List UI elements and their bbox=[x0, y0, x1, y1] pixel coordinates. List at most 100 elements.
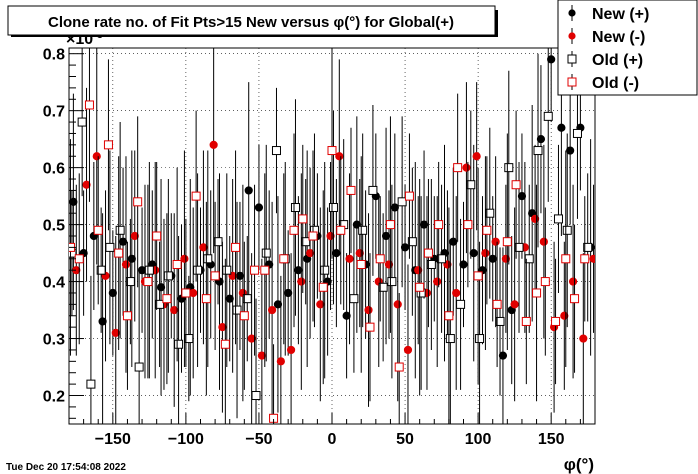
x-tick-label: 150 bbox=[538, 431, 565, 448]
legend-label: Old (-) bbox=[592, 75, 639, 92]
data-point bbox=[247, 334, 256, 343]
data-point bbox=[452, 288, 461, 298]
data-point bbox=[181, 288, 191, 298]
legend: New (+) New (-) Old (+) Old (-) bbox=[557, 0, 698, 96]
data-point bbox=[294, 266, 303, 275]
data-point bbox=[349, 294, 359, 304]
data-point bbox=[456, 299, 466, 309]
y-tick-label: 0.4 bbox=[43, 275, 65, 292]
data-point bbox=[485, 208, 495, 218]
data-point bbox=[433, 277, 442, 286]
data-point bbox=[279, 254, 289, 264]
data-point bbox=[482, 225, 492, 235]
data-point bbox=[242, 294, 252, 304]
legend-marker bbox=[567, 54, 577, 64]
data-point bbox=[539, 237, 548, 246]
y-tick-label: 0.3 bbox=[43, 332, 65, 349]
data-point bbox=[122, 311, 132, 321]
data-point bbox=[449, 237, 458, 246]
legend-marker bbox=[567, 77, 577, 87]
data-point bbox=[583, 242, 593, 252]
data-point bbox=[510, 300, 519, 309]
data-point bbox=[267, 305, 277, 315]
data-point bbox=[86, 379, 96, 389]
data-point bbox=[481, 248, 490, 258]
data-point bbox=[543, 111, 553, 121]
data-point bbox=[580, 254, 590, 264]
data-point bbox=[566, 146, 575, 155]
data-point bbox=[365, 322, 375, 332]
data-point bbox=[393, 300, 402, 309]
data-point bbox=[498, 351, 508, 360]
data-point bbox=[251, 391, 261, 401]
data-point bbox=[557, 123, 566, 132]
data-point bbox=[495, 316, 505, 326]
data-point bbox=[403, 345, 413, 355]
data-point bbox=[271, 146, 281, 156]
data-point bbox=[328, 203, 338, 213]
data-point bbox=[502, 237, 512, 247]
data-point bbox=[174, 339, 184, 349]
data-point bbox=[415, 282, 425, 292]
data-point bbox=[579, 334, 588, 343]
data-point bbox=[239, 311, 249, 321]
data-point bbox=[434, 220, 444, 230]
data-points bbox=[69, 48, 595, 424]
data-point bbox=[390, 203, 399, 212]
data-point bbox=[419, 220, 429, 229]
data-point bbox=[118, 237, 128, 246]
data-point bbox=[423, 248, 433, 258]
data-point bbox=[96, 265, 106, 275]
data-point bbox=[404, 191, 414, 201]
data-point bbox=[301, 237, 311, 247]
data-point bbox=[551, 316, 561, 326]
data-point bbox=[103, 140, 113, 150]
data-point bbox=[511, 180, 521, 190]
data-point bbox=[261, 248, 271, 258]
data-point bbox=[114, 248, 124, 258]
data-point bbox=[568, 277, 578, 286]
data-point bbox=[491, 237, 500, 246]
data-point bbox=[475, 334, 485, 344]
data-point bbox=[532, 288, 542, 298]
data-point bbox=[358, 225, 368, 235]
data-point bbox=[289, 225, 299, 235]
data-point bbox=[394, 362, 404, 372]
data-point bbox=[553, 214, 563, 224]
data-point bbox=[473, 271, 483, 281]
series-old---- bbox=[69, 48, 593, 424]
data-point bbox=[437, 254, 447, 264]
data-point bbox=[316, 300, 325, 309]
data-point bbox=[397, 197, 407, 207]
data-point bbox=[105, 242, 115, 252]
data-point bbox=[298, 214, 308, 224]
data-point bbox=[286, 345, 296, 355]
data-point bbox=[488, 254, 497, 263]
y-tick-label: 0.2 bbox=[43, 389, 65, 406]
data-point bbox=[172, 259, 182, 269]
x-tick-label: 50 bbox=[396, 431, 414, 448]
data-point bbox=[346, 185, 356, 195]
data-point bbox=[144, 265, 154, 275]
data-point bbox=[400, 243, 410, 252]
data-point bbox=[180, 254, 189, 263]
data-point bbox=[199, 243, 208, 252]
data-point bbox=[284, 288, 293, 298]
data-point bbox=[308, 231, 318, 241]
data-point bbox=[387, 277, 397, 287]
data-point bbox=[121, 260, 131, 269]
data-point bbox=[143, 277, 153, 287]
data-point bbox=[521, 316, 531, 326]
data-point bbox=[572, 128, 582, 138]
data-point bbox=[589, 254, 595, 263]
data-point bbox=[74, 254, 84, 264]
data-point bbox=[231, 242, 241, 252]
data-point bbox=[466, 180, 476, 190]
data-point bbox=[232, 305, 242, 315]
legend-marker bbox=[568, 9, 576, 17]
data-point bbox=[469, 248, 478, 258]
data-point bbox=[260, 265, 270, 275]
data-point bbox=[152, 231, 162, 241]
data-point bbox=[514, 242, 524, 252]
data-point bbox=[463, 220, 473, 230]
